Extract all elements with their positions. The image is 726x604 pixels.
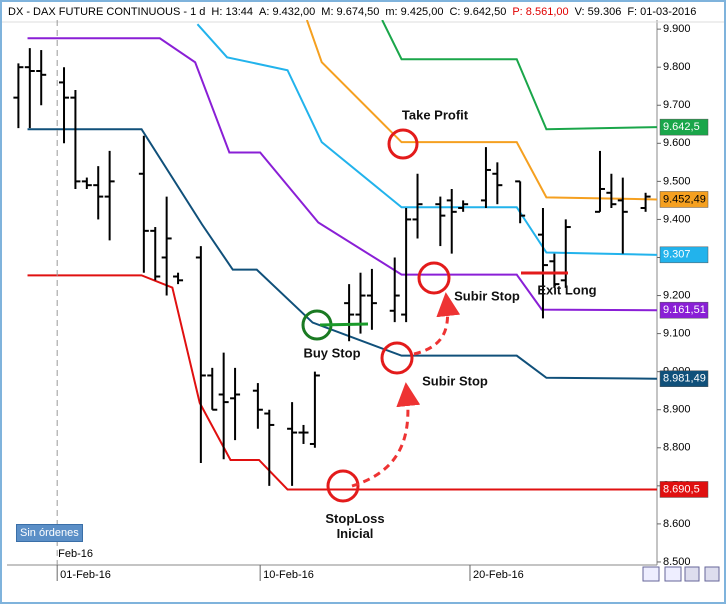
header-field: DX - DAX FUTURE CONTINUOUS - 1 d — [8, 6, 206, 18]
y-tick-label: 8.600 — [663, 518, 691, 530]
header-field: V: 59.306 — [574, 6, 622, 18]
marker-circle — [326, 469, 360, 503]
band-line — [381, 20, 657, 131]
annotation-shapes — [301, 128, 568, 503]
marker-circle — [380, 341, 414, 375]
header-field: F: 01-03-2016 — [627, 6, 697, 18]
y-tick-label: 8.500 — [663, 556, 691, 568]
y-tick-label: 9.600 — [663, 137, 691, 149]
header-field: m: 9.425,00 — [385, 6, 444, 18]
marker-circle — [387, 128, 419, 160]
y-tick-label: 9.100 — [663, 328, 691, 340]
last-value-box — [659, 246, 709, 264]
marker-circle — [417, 261, 451, 295]
annotation: Subir Stop — [454, 288, 520, 304]
band-line — [196, 23, 657, 256]
annotation: StopLoss Inicial — [325, 511, 385, 541]
annotation: Exit Long — [537, 282, 597, 298]
last-value-box — [659, 118, 709, 136]
arrow — [351, 382, 421, 488]
y-tick-label: 9.500 — [663, 175, 691, 187]
icon — [684, 566, 700, 582]
header-field: A: 9.432,00 — [259, 6, 316, 18]
arrow — [413, 292, 461, 356]
y-tick-label: 8.900 — [663, 404, 691, 416]
x-tick-label: 01-Feb-16 — [60, 569, 111, 581]
band-line — [27, 37, 657, 312]
last-value-box — [659, 370, 709, 387]
annotation: Buy Stop — [303, 345, 361, 361]
toolbar-icons — [642, 566, 720, 582]
icon — [704, 566, 720, 582]
y-tick-label: 9.900 — [663, 23, 691, 35]
last-value-box — [659, 481, 709, 498]
annotation: Subir Stop — [422, 373, 488, 389]
x-period-label: Feb-16 — [58, 548, 93, 560]
buy-line — [319, 322, 369, 327]
last-value-label: 8.690,5 — [663, 483, 700, 495]
status-badge: Sin órdenes — [16, 524, 83, 542]
y-tick-label: 9.700 — [663, 99, 691, 111]
last-value-label: 9.452,49 — [663, 193, 706, 205]
band-line — [27, 128, 657, 380]
last-value-label: 8.981,49 — [663, 373, 706, 385]
last-value-box — [659, 191, 709, 208]
icon — [642, 566, 660, 582]
x-tick-label: 20-Feb-16 — [473, 569, 524, 581]
y-tick-label: 9.400 — [663, 213, 691, 225]
header-field: H: 13:44 — [211, 6, 253, 18]
last-value-box — [659, 301, 709, 319]
header-field: P: 8.561,00 — [512, 6, 569, 18]
band-line — [27, 274, 657, 491]
x-tick-label: 10-Feb-16 — [263, 569, 314, 581]
header: DX - DAX FUTURE CONTINUOUS - 1 d H: 13:44… — [8, 6, 702, 18]
last-value-label: 9.642,5 — [663, 121, 700, 133]
band-line — [305, 20, 657, 201]
header-field: C: 9.642,50 — [449, 6, 507, 18]
y-tick-label: 9.800 — [663, 61, 691, 73]
y-tick-label: 9.200 — [663, 289, 691, 301]
y-tick-label: 8.800 — [663, 442, 691, 454]
last-value-label: 9.161,51 — [663, 304, 706, 316]
last-value-label: 9.307 — [663, 249, 691, 261]
icon — [664, 566, 682, 582]
header-field: M: 9.674,50 — [321, 6, 380, 18]
annotation: Take Profit — [401, 107, 469, 123]
